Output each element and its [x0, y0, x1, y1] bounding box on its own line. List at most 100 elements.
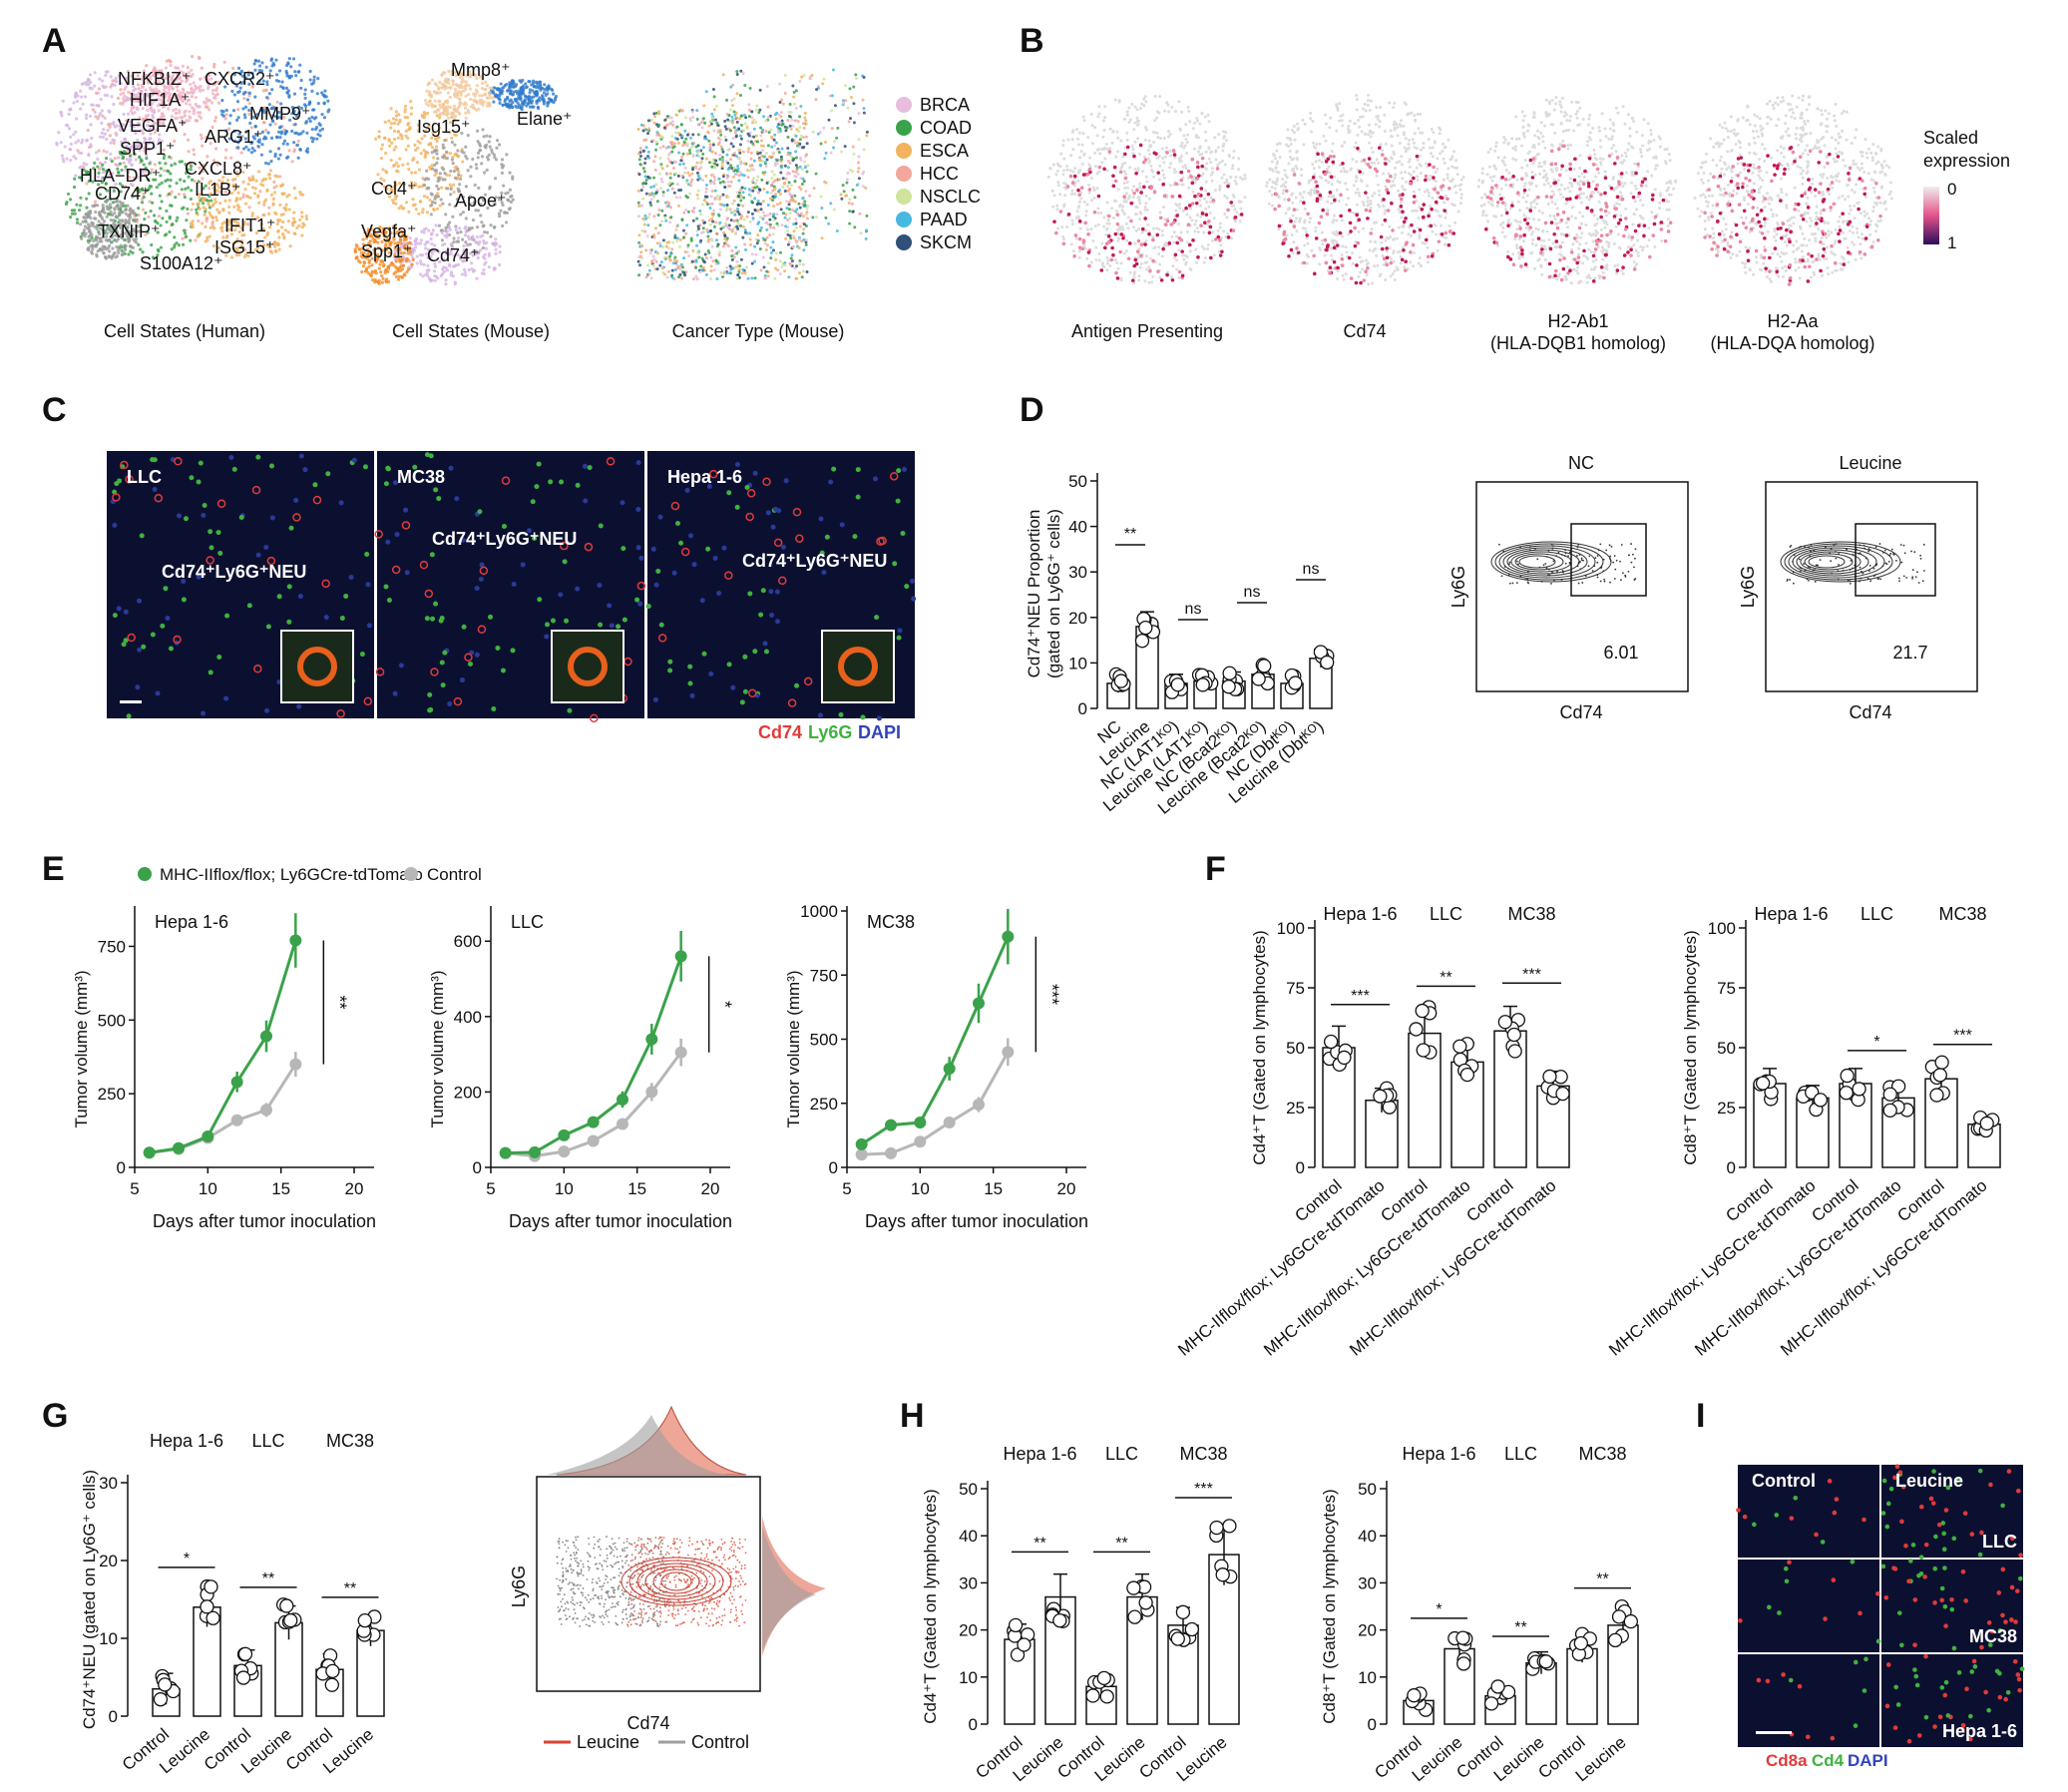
expression-dot-bg: [1151, 274, 1155, 278]
umap-dot: [802, 160, 806, 164]
umap-dot: [701, 152, 705, 156]
umap-dot: [784, 177, 788, 181]
umap-dot: [378, 262, 382, 266]
umap-dot: [318, 123, 322, 127]
umap-dot: [688, 117, 692, 121]
umap-dot: [132, 176, 136, 180]
umap-dot: [773, 179, 777, 183]
umap-dot: [747, 134, 751, 138]
umap-dot: [112, 251, 116, 256]
umap-dot: [725, 203, 729, 207]
umap-dot: [420, 229, 424, 233]
umap-dot: [787, 240, 791, 244]
umap-dot: [442, 84, 446, 88]
umap-dot: [762, 172, 766, 176]
umap-dot: [292, 186, 296, 191]
umap-dot: [243, 116, 247, 120]
umap-dot: [276, 130, 281, 134]
umap-dot: [680, 276, 684, 280]
expression-dot-bg: [1122, 213, 1126, 217]
umap-dot: [537, 80, 541, 84]
umap-dot: [256, 59, 261, 63]
umap-dot: [117, 207, 121, 212]
umap-dot: [485, 230, 490, 234]
umap-dot: [739, 224, 743, 227]
umap-dot: [677, 204, 681, 208]
umap-dot: [639, 250, 643, 254]
umap-dot: [196, 234, 200, 239]
umap-dot: [495, 241, 499, 246]
umap-dot: [254, 179, 258, 183]
umap-dot: [432, 208, 436, 212]
umap-dot: [681, 228, 685, 232]
expression-dot-bg: [1082, 243, 1086, 247]
umap-dot: [458, 226, 462, 230]
umap-dot: [397, 277, 401, 281]
umap-dot: [215, 163, 219, 167]
umap-dot: [419, 241, 423, 245]
umap-dot: [416, 241, 420, 245]
umap-dot: [291, 57, 296, 61]
expression-dot-bg: [1084, 210, 1088, 214]
umap-dot: [765, 235, 769, 239]
umap-dot: [735, 224, 739, 228]
umap-dot: [684, 231, 688, 235]
umap-dot: [264, 128, 268, 132]
umap-dot: [101, 207, 106, 211]
umap-dot: [682, 211, 686, 215]
umap-dot: [246, 223, 250, 226]
umap-dot: [819, 195, 823, 199]
panel-letter-f: F: [1205, 850, 1226, 888]
umap-dot: [712, 180, 716, 184]
umap-dot: [783, 190, 787, 194]
expression-dot-bg: [1202, 247, 1206, 251]
umap-dot: [790, 194, 794, 198]
umap-dot: [799, 212, 803, 216]
umap-dot: [384, 169, 388, 174]
umap-dot: [164, 179, 168, 183]
expression-dot-bg: [1203, 197, 1207, 201]
expression-dot-bg: [1061, 139, 1065, 143]
umap-dot: [486, 158, 491, 162]
umap-dot: [451, 112, 456, 116]
umap-dot: [801, 215, 805, 219]
umap-dot: [385, 277, 389, 281]
umap-dot: [726, 175, 730, 179]
umap-dot: [253, 95, 257, 99]
umap-dot: [488, 86, 492, 90]
expression-dot-bg: [1151, 170, 1155, 174]
umap-dot: [396, 170, 400, 174]
umap-dot: [655, 188, 659, 192]
umap-dot: [759, 164, 763, 168]
umap-dot: [129, 212, 133, 216]
umap-dot: [436, 187, 441, 191]
expression-dot-bg: [1090, 124, 1094, 128]
umap-dot: [717, 141, 721, 145]
umap-dot: [101, 114, 105, 118]
expression-dot-bg: [1063, 194, 1067, 198]
umap-dot: [434, 274, 439, 278]
umap-dot: [252, 62, 256, 66]
umap-dot: [849, 95, 853, 99]
umap-dot: [743, 83, 747, 87]
expression-dot-bg: [1169, 275, 1173, 279]
umap-dot: [671, 123, 675, 127]
umap-dot: [747, 108, 751, 112]
umap-dot: [411, 158, 415, 163]
expression-dot-bg: [1092, 189, 1096, 193]
umap-dot: [207, 201, 210, 206]
umap-dot: [316, 133, 320, 137]
umap-dot: [683, 116, 687, 120]
umap-dot: [111, 246, 115, 250]
umap-dot: [191, 224, 195, 229]
umap-dot: [400, 137, 404, 141]
umap-dot: [499, 82, 503, 86]
umap-dot: [186, 212, 190, 216]
umap-dot: [431, 156, 436, 160]
umap-dot: [110, 159, 114, 164]
umap-dot: [509, 89, 513, 93]
umap-dot: [778, 272, 782, 276]
umap-dot: [649, 198, 653, 202]
umap-dot: [680, 174, 684, 178]
umap-dot: [492, 153, 496, 157]
